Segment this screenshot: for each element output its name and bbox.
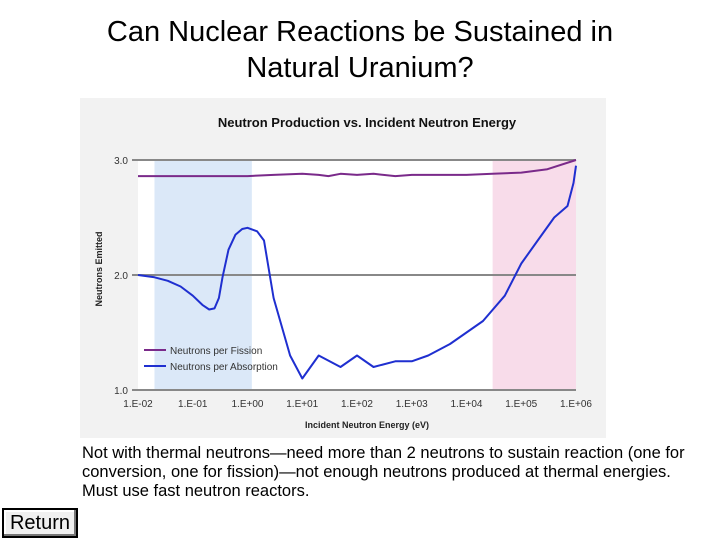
x-tick-label-7: 1.E+04 (451, 399, 483, 410)
slide-title-line-1: Can Nuclear Reactions be Sustained in (106, 16, 614, 48)
legend-label-1: Neutrons per Fission (170, 346, 262, 357)
slide-caption: Not with thermal neutrons—need more than… (82, 444, 685, 500)
series-line-2 (137, 165, 577, 380)
x-tick-label-3: 1.E+00 (232, 399, 264, 410)
x-tick-label-4: 1.E+01 (286, 399, 318, 410)
y-tick-label-2: 2.0 (114, 271, 128, 282)
slide-title: Can Nuclear Reactions be Sustained in Na… (40, 14, 680, 86)
y-tick-label-1: 1.0 (114, 386, 128, 397)
slide-title-line-2: Natural Uranium? (246, 52, 474, 84)
x-tick-label-2: 1.E-01 (178, 399, 208, 410)
series-line-1 (138, 159, 577, 178)
legend-label-2: Neutrons per Absorption (170, 362, 278, 373)
x-tick-label-6: 1.E+03 (396, 399, 428, 410)
chart-title: Neutron Production vs. Incident Neutron … (218, 115, 517, 130)
x-axis-label: Incident Neutron Energy (eV) (305, 420, 429, 430)
chart-panel: 1.0 2.0 3.0 1.E-02 1.E-01 1.E+00 1.E+01 1.E+02 1… (80, 98, 606, 438)
x-tick-label-9: 1.E+06 (560, 399, 592, 410)
x-tick-label-8: 1.E+05 (505, 399, 537, 410)
x-tick-label-5: 1.E+02 (341, 399, 373, 410)
y-tick-label-3: 3.0 (114, 156, 128, 167)
x-tick-label-1: 1.E-02 (123, 399, 153, 410)
chart-legend: Neutrons per Fission Neutrons per Absorpt… (144, 346, 278, 373)
y-axis-label: Neutrons Emitted (94, 231, 104, 306)
return-button[interactable]: Return (2, 508, 78, 538)
neutron-production-chart: 1.0 2.0 3.0 1.E-02 1.E-01 1.E+00 1.E+01 1.E+02 1… (94, 115, 592, 430)
